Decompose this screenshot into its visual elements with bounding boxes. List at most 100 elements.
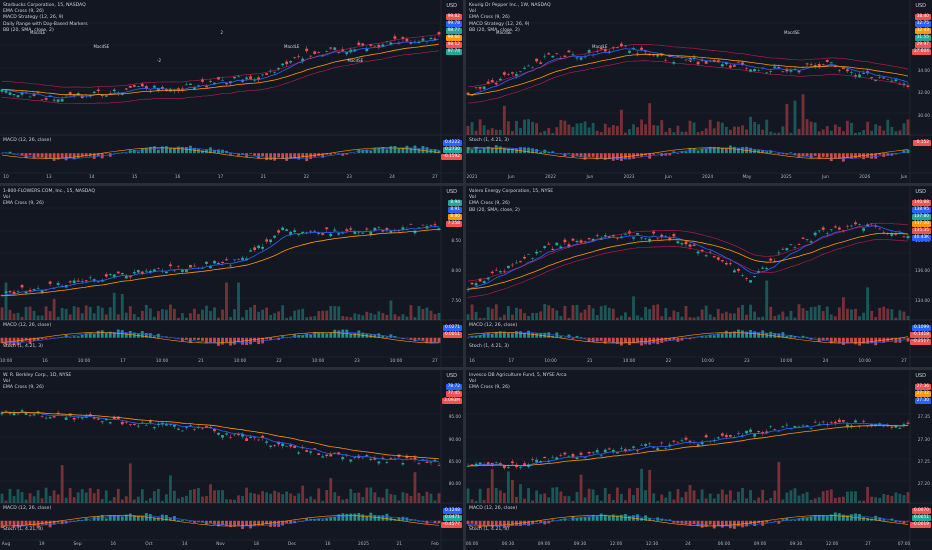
volume-bar	[36, 315, 40, 320]
indicator-legend[interactable]: Stoch (1, 4.21, 3)	[469, 138, 509, 143]
legend-item[interactable]: EMA Cross (9, 26)	[3, 9, 44, 15]
macd-histogram-bar	[261, 520, 264, 526]
legend-item[interactable]: Vol	[3, 195, 10, 201]
legend-item[interactable]: Vol	[3, 379, 10, 385]
legend-item[interactable]: Daily Range with Day-Based Markers	[3, 21, 88, 27]
candle-body	[482, 86, 486, 89]
legend-item[interactable]: EMA Cross (9, 26)	[469, 15, 510, 21]
chart-legend[interactable]: Starbucks Corporation, 15, NASDAQ EMA Cro…	[3, 3, 88, 34]
volume-bar	[120, 499, 124, 503]
candle-body	[261, 435, 264, 439]
volume-bar	[377, 311, 381, 320]
volume-bar	[797, 128, 801, 135]
layout-divider-vertical[interactable]	[463, 0, 466, 550]
chart-pane-kdp[interactable]: MacdSE MacdLE -2 MacdSE Keurig Dr Pepper Inc…	[466, 0, 932, 183]
legend-item[interactable]: MACD Strategy (12, 26, 9)	[469, 21, 530, 27]
candle-body	[353, 49, 357, 52]
legend-item[interactable]: 1-800-FLOWERS.COM, Inc., 15, NASDAQ	[3, 189, 95, 194]
legend-item[interactable]: MACD Strategy (12, 26, 9)	[3, 15, 64, 21]
legend-item[interactable]: W. R. Berkley Corp., 1D, NYSE	[3, 373, 72, 378]
volume-bar	[8, 488, 12, 503]
volume-bar	[44, 487, 48, 503]
indicator-legend[interactable]: Stoch (1, 4.21, 3)	[469, 344, 509, 349]
legend-item[interactable]: Starbucks Corporation, 15, NASDAQ	[3, 3, 86, 8]
chart-legend[interactable]: Keurig Dr Pepper Inc., 1W, NASDAQ Vol EMA …	[469, 3, 551, 34]
currency-label[interactable]: USD	[446, 189, 457, 195]
price-badge: 8.94	[448, 200, 462, 206]
macd-histogram-bar	[285, 520, 289, 524]
macd-histogram-bar	[80, 334, 84, 338]
layout-divider-top[interactable]	[0, 183, 932, 186]
candle-body	[615, 452, 619, 454]
indicator-legend[interactable]: MACD (12, 26, close)	[3, 323, 52, 328]
candle-body	[140, 271, 144, 274]
volume-bar	[486, 488, 490, 503]
indicator-legend[interactable]: MACD (12, 26, close)	[469, 323, 518, 328]
chart-legend[interactable]: Valero Energy Corporation, 15, NYSE Vol EM…	[469, 189, 553, 214]
macd-histogram-bar	[777, 520, 781, 524]
candle-body	[805, 425, 809, 427]
chart-legend[interactable]: Invesco DB Agriculture Fund, 5, NYSE Arc…	[469, 373, 567, 392]
candle-body	[277, 441, 281, 445]
indicator-legend[interactable]: MACD (12, 26, close)	[3, 138, 52, 143]
indicator-legend[interactable]: Stoch (1, 4.21, 3)	[3, 527, 43, 532]
currency-label[interactable]: USD	[915, 189, 926, 195]
chart-pane-wrb[interactable]: W. R. Berkley Corp., 1D, NYSE Vol EMA Cros…	[0, 370, 463, 550]
macd-histogram-bar	[76, 153, 80, 158]
currency-label[interactable]: USD	[915, 3, 926, 9]
legend-item[interactable]: Valero Energy Corporation, 15, NYSE	[469, 189, 554, 194]
indicator-legend[interactable]: Stoch (1, 4.21, 3)	[469, 527, 509, 532]
chart-legend[interactable]: 1-800-FLOWERS.COM, Inc., 15, NASDAQ Vol EM…	[3, 189, 95, 208]
legend-item[interactable]: Invesco DB Agriculture Fund, 5, NYSE Arc…	[469, 373, 567, 378]
candle-body	[511, 461, 514, 464]
time-axis-label: 09:30	[573, 542, 587, 547]
chart-canvas[interactable]	[0, 186, 463, 367]
currency-label[interactable]: USD	[915, 373, 926, 379]
candle-body	[724, 62, 728, 65]
macd-histogram-bar	[793, 335, 797, 338]
legend-item[interactable]: BB (20, SMA, close, 2)	[3, 27, 54, 33]
macd-histogram-bar	[221, 520, 224, 526]
indicator-legend[interactable]: MACD (12, 26, close)	[3, 506, 52, 511]
legend-item[interactable]: Keurig Dr Pepper Inc., 1W, NASDAQ	[469, 3, 551, 8]
volume-bar	[72, 497, 76, 503]
chart-pane-dba[interactable]: Invesco DB Agriculture Fund, 5, NYSE Arc…	[466, 370, 932, 550]
macd-histogram-bar	[805, 153, 809, 157]
candle-body	[217, 76, 220, 80]
indicator-legend[interactable]: MACD (12, 26, close)	[469, 506, 518, 511]
legend-item[interactable]: Vol	[469, 379, 476, 385]
chart-legend[interactable]: W. R. Berkley Corp., 1D, NYSE Vol EMA Cros…	[3, 373, 71, 392]
volume-bar	[377, 497, 381, 503]
price-axis-label: 7.50	[451, 299, 461, 304]
volume-bar	[470, 499, 474, 503]
chart-pane-sbux[interactable]: MacdLE MacdSE -2 2 MacdLE MacdSE Starbucks Cor…	[0, 0, 463, 183]
chart-canvas[interactable]	[466, 370, 932, 550]
macd-histogram-bar	[213, 337, 216, 343]
legend-item[interactable]: Vol	[469, 9, 476, 15]
chart-canvas[interactable]	[466, 186, 932, 367]
candle-body	[882, 77, 886, 79]
legend-item[interactable]: EMA Cross (9, 26)	[469, 385, 510, 391]
chart-pane-flws[interactable]: 1-800-FLOWERS.COM, Inc., 15, NASDAQ Vol EM…	[0, 186, 463, 367]
chart-pane-vlo[interactable]: Valero Energy Corporation, 15, NYSE Vol EM…	[466, 186, 932, 367]
legend-item[interactable]: EMA Cross (9, 26)	[469, 201, 510, 207]
currency-label[interactable]: USD	[446, 3, 457, 9]
indicator-legend[interactable]: Stoch (1, 4.21, 3)	[3, 344, 43, 349]
candle-body	[28, 96, 32, 98]
legend-item[interactable]: EMA Cross (9, 26)	[3, 201, 44, 207]
legend-item[interactable]: Vol	[469, 195, 476, 201]
layout-divider-bottom[interactable]	[0, 367, 932, 370]
macd-histogram-bar	[773, 332, 777, 338]
candle-body	[60, 286, 64, 287]
currency-label[interactable]: USD	[446, 373, 457, 379]
volume-bar	[425, 307, 429, 320]
legend-item[interactable]: BB (20, SMA, close, 2)	[469, 207, 520, 213]
macd-histogram-bar	[333, 329, 337, 338]
chart-canvas[interactable]	[0, 370, 463, 550]
legend-item[interactable]: BB (20, SMA, close, 2)	[469, 27, 520, 33]
legend-item[interactable]: EMA Cross (9, 26)	[3, 385, 44, 391]
volume-bar	[425, 491, 429, 503]
macd-histogram-bar	[523, 147, 526, 154]
